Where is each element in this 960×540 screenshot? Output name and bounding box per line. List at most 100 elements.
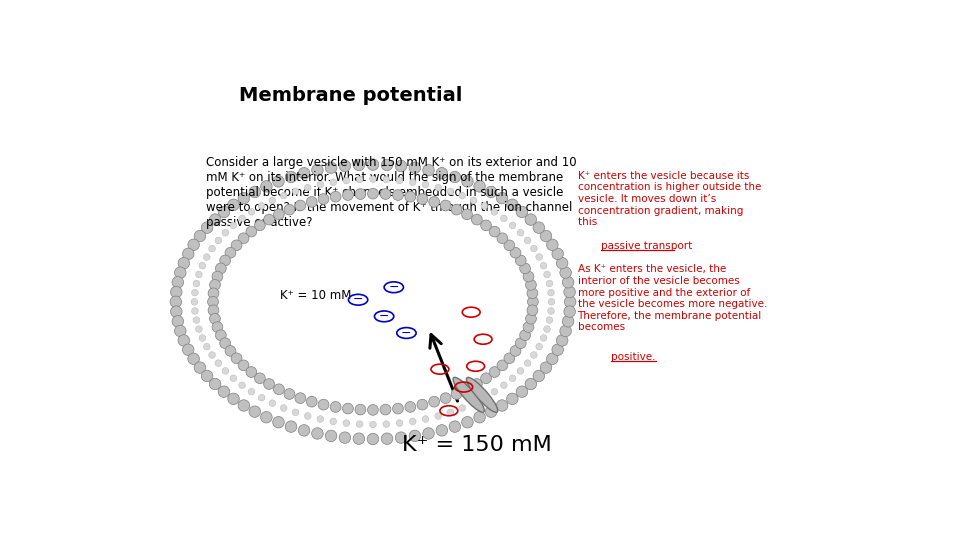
Ellipse shape [447,188,454,194]
Ellipse shape [208,305,219,316]
Ellipse shape [274,209,284,220]
Ellipse shape [212,271,223,282]
Ellipse shape [564,286,575,298]
Ellipse shape [470,197,477,204]
Ellipse shape [170,296,181,308]
Ellipse shape [519,263,531,274]
Ellipse shape [462,176,473,187]
Ellipse shape [188,239,200,251]
Ellipse shape [215,360,222,367]
Ellipse shape [500,215,507,222]
Ellipse shape [208,288,219,299]
Ellipse shape [353,159,365,171]
Ellipse shape [172,276,183,288]
Ellipse shape [523,322,534,333]
Ellipse shape [343,403,353,414]
Ellipse shape [220,255,230,266]
Ellipse shape [540,231,552,242]
Text: As K⁺ enters the vesicle, the
interior of the vesicle becomes
more positive and : As K⁺ enters the vesicle, the interior o… [578,265,767,333]
Ellipse shape [429,197,440,207]
Ellipse shape [381,159,393,171]
Ellipse shape [194,231,205,242]
Ellipse shape [564,296,576,308]
Ellipse shape [447,409,454,416]
Ellipse shape [496,192,508,204]
Text: −: − [389,281,399,294]
Ellipse shape [380,188,391,199]
Ellipse shape [396,160,407,172]
Ellipse shape [459,192,466,199]
Ellipse shape [199,262,205,269]
Text: positive.: positive. [611,352,656,362]
Ellipse shape [481,394,488,401]
Text: Consider a large vesicle with 150 mM K⁺ on its exterior and 10
mM K⁺ on its inte: Consider a large vesicle with 150 mM K⁺ … [205,156,576,230]
Ellipse shape [325,430,337,442]
Ellipse shape [284,389,295,400]
Ellipse shape [199,335,205,341]
Ellipse shape [209,379,221,390]
Ellipse shape [246,226,256,237]
Ellipse shape [238,400,250,411]
Ellipse shape [175,267,186,278]
Ellipse shape [540,362,552,373]
Ellipse shape [546,353,558,365]
Ellipse shape [280,404,287,411]
Ellipse shape [208,245,215,252]
Ellipse shape [239,215,246,222]
Ellipse shape [325,162,337,173]
Ellipse shape [193,317,200,323]
Ellipse shape [417,399,428,410]
Ellipse shape [207,296,218,307]
Text: Membrane potential: Membrane potential [239,85,463,105]
Ellipse shape [547,289,554,296]
Ellipse shape [295,393,305,403]
Ellipse shape [393,190,403,200]
Ellipse shape [192,289,199,296]
Ellipse shape [449,421,461,433]
Ellipse shape [516,338,526,348]
Text: −: − [353,293,363,306]
Ellipse shape [264,379,275,389]
Ellipse shape [546,317,553,323]
Ellipse shape [462,209,472,220]
Ellipse shape [370,421,376,428]
Ellipse shape [436,167,447,179]
Text: K⁺ enters the vesicle because its
concentration is higher outside the
vesicle. I: K⁺ enters the vesicle because its concen… [578,171,761,227]
Ellipse shape [525,379,537,390]
Ellipse shape [449,171,461,183]
Ellipse shape [292,409,299,416]
Ellipse shape [280,192,287,199]
Ellipse shape [533,370,544,382]
Ellipse shape [546,280,553,287]
Ellipse shape [220,338,230,348]
Ellipse shape [196,326,203,333]
Ellipse shape [396,432,407,443]
Ellipse shape [274,384,284,395]
Ellipse shape [284,204,295,215]
Ellipse shape [228,199,239,211]
Ellipse shape [172,315,183,327]
Ellipse shape [492,208,497,215]
Ellipse shape [367,159,379,170]
Ellipse shape [481,202,488,209]
Ellipse shape [238,192,250,204]
Ellipse shape [383,176,390,183]
Ellipse shape [481,220,492,231]
Ellipse shape [225,247,236,258]
Ellipse shape [507,199,518,211]
Ellipse shape [441,200,451,211]
Ellipse shape [304,184,311,191]
Ellipse shape [353,433,365,444]
Ellipse shape [193,280,200,287]
Ellipse shape [552,344,564,355]
Ellipse shape [249,406,260,417]
Ellipse shape [306,396,317,407]
Ellipse shape [546,239,558,251]
Ellipse shape [517,368,524,374]
Ellipse shape [258,394,265,401]
Ellipse shape [230,222,237,228]
Ellipse shape [194,362,205,373]
Ellipse shape [519,330,531,341]
Ellipse shape [429,396,440,407]
Ellipse shape [523,271,534,282]
